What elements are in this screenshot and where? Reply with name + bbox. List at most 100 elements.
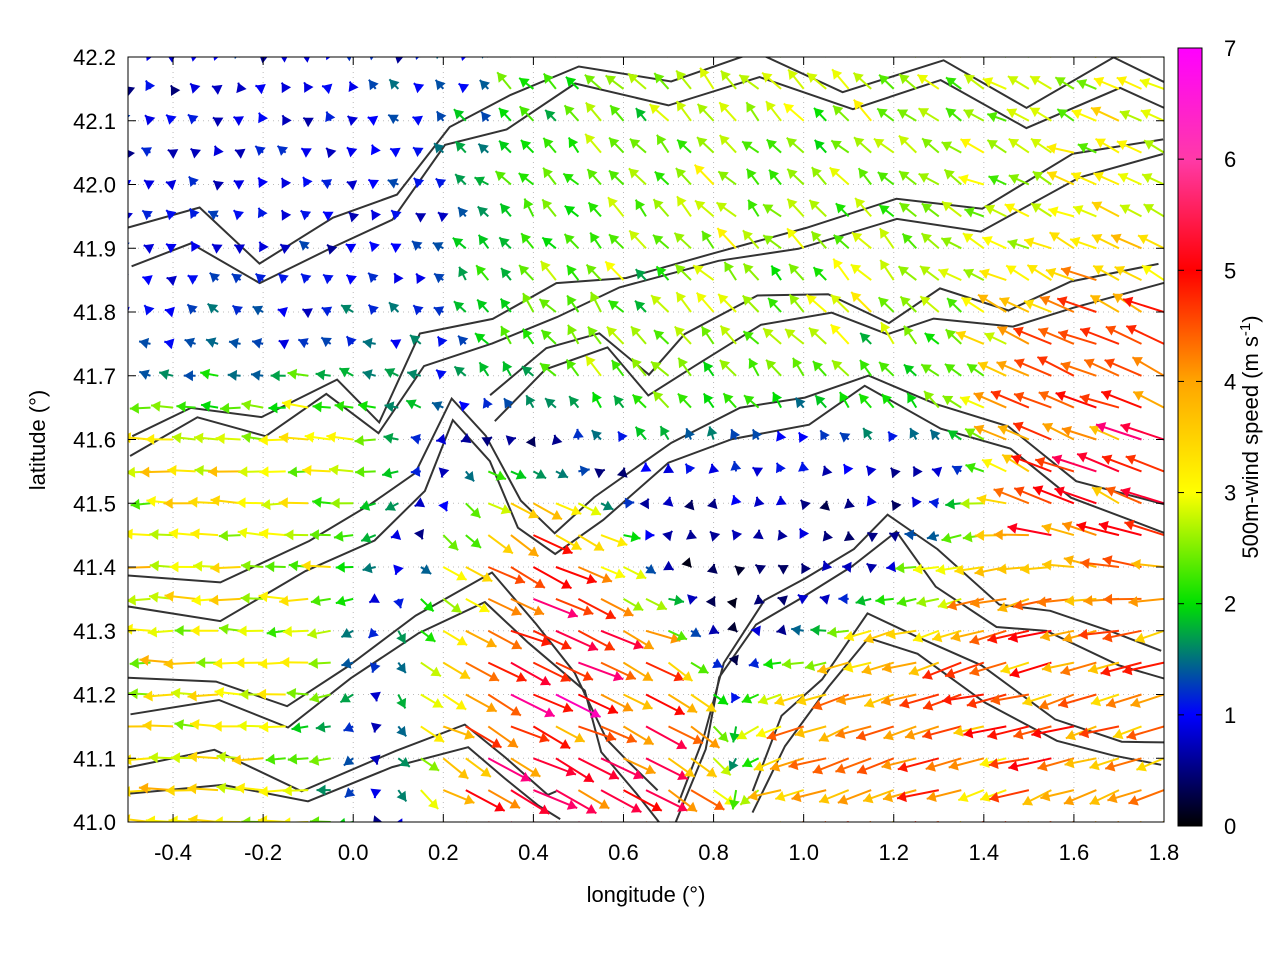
wind-vector — [367, 627, 379, 639]
wind-vector-head — [1119, 110, 1131, 121]
wind-vector-head — [963, 727, 974, 739]
colorbar-tick-label: 4 — [1224, 369, 1236, 394]
wind-vector-head — [607, 704, 618, 715]
wind-vector — [158, 369, 174, 380]
wind-vector-head — [837, 794, 849, 805]
wind-vector — [990, 693, 1030, 706]
wind-vector-head — [1027, 265, 1038, 275]
wind-vector-head — [481, 572, 493, 582]
wind-vector — [209, 594, 241, 606]
wind-vector-head — [801, 563, 811, 575]
wind-vector — [752, 529, 764, 540]
wind-vector — [600, 629, 644, 650]
wind-vector-head — [813, 267, 824, 278]
wind-vector-head — [929, 497, 939, 509]
wind-vector — [163, 497, 196, 509]
wind-vector — [465, 598, 490, 613]
wind-vector — [367, 304, 379, 315]
wind-vector — [189, 147, 201, 159]
wind-vector-head — [145, 433, 155, 445]
wind-vector-head — [504, 398, 514, 409]
wind-vector — [1013, 326, 1052, 345]
wind-vector-head — [993, 529, 1003, 541]
wind-vector-head — [811, 231, 822, 242]
wind-vector-head — [656, 600, 667, 611]
wind-vector — [367, 178, 379, 190]
wind-vector-head — [987, 111, 998, 123]
wind-vector-head — [677, 393, 688, 404]
wind-vector-head — [1135, 632, 1146, 644]
wind-vector-head — [946, 77, 957, 88]
wind-vector — [393, 564, 404, 576]
wind-vector — [1046, 171, 1075, 186]
wind-vector-head — [676, 739, 687, 750]
wind-vector-head — [413, 83, 425, 94]
wind-vector — [368, 79, 379, 91]
wind-vector-head — [191, 594, 201, 606]
wind-vector — [866, 531, 878, 543]
wind-vector — [1076, 452, 1120, 473]
wind-vector — [465, 502, 482, 519]
wind-vector-head — [798, 432, 809, 443]
wind-vector — [776, 430, 787, 442]
wind-vector — [1038, 390, 1075, 409]
wind-vector-head — [164, 306, 175, 318]
wind-vector-head — [656, 266, 667, 277]
wind-vector — [676, 195, 692, 217]
wind-vector-head — [345, 243, 357, 254]
wind-vector — [1032, 485, 1075, 505]
wind-vector-head — [396, 818, 403, 822]
wind-vector-head — [987, 140, 998, 150]
wind-vector-head — [631, 326, 641, 337]
wind-vector-head — [880, 322, 891, 333]
wind-vector — [717, 293, 737, 313]
wind-vector — [762, 234, 782, 250]
wind-vector-head — [391, 210, 402, 221]
colorbar — [1177, 47, 1203, 827]
wind-vector-head — [1128, 596, 1138, 608]
wind-vector — [187, 690, 219, 702]
wind-vector — [315, 721, 331, 733]
wind-vector-head — [899, 74, 910, 85]
wind-vector-head — [947, 599, 958, 611]
wind-vector-head — [904, 529, 915, 541]
wind-vector — [997, 424, 1030, 441]
wind-vector-head — [187, 690, 197, 702]
wind-vector-head — [751, 625, 761, 637]
colorbar-label: 500m-wind speed (m s-1) — [1237, 315, 1263, 558]
wind-vector-head — [947, 298, 958, 309]
wind-vector-head — [1140, 109, 1152, 120]
wind-vector — [487, 534, 514, 555]
wind-vector-head — [861, 664, 872, 675]
wind-vector-head — [287, 753, 298, 765]
wind-vector-head — [663, 463, 675, 474]
wind-vector-head — [677, 770, 688, 780]
wind-vector — [977, 293, 1007, 313]
wind-vector — [729, 726, 741, 743]
wind-vector — [322, 273, 334, 285]
wind-vector-head — [632, 769, 644, 780]
wind-vector-head — [277, 145, 288, 156]
wind-vector — [266, 626, 286, 638]
wind-vector — [878, 361, 895, 377]
wind-vector-head — [474, 176, 485, 187]
wind-vector-head — [414, 497, 426, 508]
wind-vector-head — [420, 564, 432, 574]
wind-vector — [209, 271, 221, 283]
wind-vector-head — [863, 792, 874, 804]
wind-vector — [908, 661, 940, 676]
wind-vector — [308, 657, 331, 669]
wind-vector-head — [200, 368, 211, 380]
wind-vector-head — [890, 467, 901, 479]
wind-vector — [607, 299, 625, 313]
wind-vector-head — [886, 628, 896, 640]
wind-vector — [302, 465, 331, 476]
wind-vector — [415, 212, 427, 223]
wind-vector — [487, 502, 512, 515]
wind-vector — [1040, 789, 1075, 802]
wind-vector-head — [457, 768, 469, 779]
wind-vector — [645, 693, 686, 716]
wind-vector — [396, 662, 407, 674]
wind-vector — [234, 57, 241, 60]
wind-vector — [200, 368, 219, 380]
